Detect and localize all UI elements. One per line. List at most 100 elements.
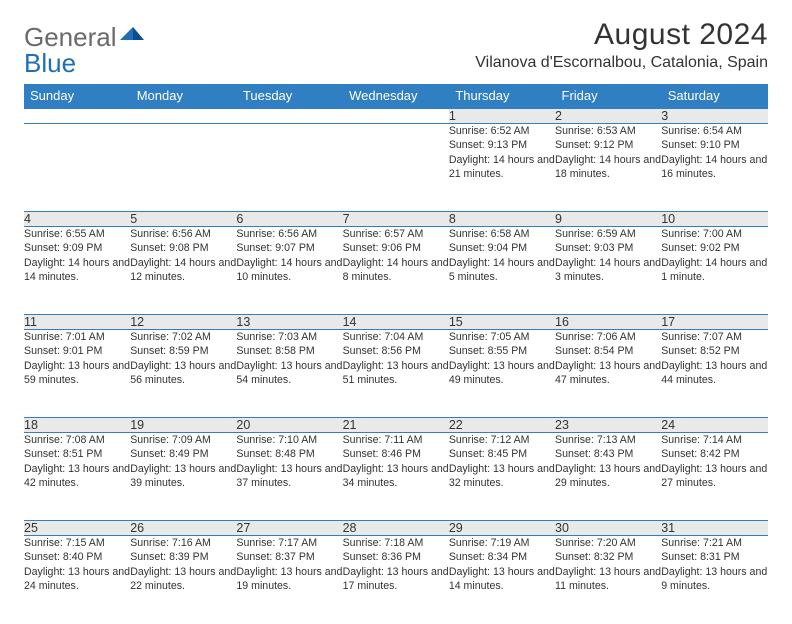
daylight-line: Daylight: 13 hours and 29 minutes. xyxy=(555,463,661,489)
daylight-line: Daylight: 14 hours and 14 minutes. xyxy=(24,257,130,283)
day-content-cell xyxy=(130,124,236,212)
sunset-line: Sunset: 8:42 PM xyxy=(661,448,739,460)
sunset-line: Sunset: 8:31 PM xyxy=(661,551,739,563)
daylight-line: Daylight: 14 hours and 18 minutes. xyxy=(555,154,661,180)
sunrise-line: Sunrise: 6:52 AM xyxy=(449,125,530,137)
day-content-row: Sunrise: 7:15 AM Sunset: 8:40 PM Daylight:… xyxy=(24,536,768,624)
day-number-cell: 24 xyxy=(661,418,767,433)
day-content-cell xyxy=(24,124,130,212)
daylight-line: Daylight: 13 hours and 27 minutes. xyxy=(661,463,767,489)
sunrise-line: Sunrise: 7:17 AM xyxy=(236,537,317,549)
logo-triangle-icon xyxy=(120,24,144,40)
day-number-cell: 6 xyxy=(236,212,342,227)
logo-text-2: Blue xyxy=(24,50,76,76)
daylight-line: Daylight: 13 hours and 56 minutes. xyxy=(130,360,236,386)
sunrise-line: Sunrise: 7:19 AM xyxy=(449,537,530,549)
day-number-cell: 4 xyxy=(24,212,130,227)
day-content-row: Sunrise: 7:01 AM Sunset: 9:01 PM Daylight:… xyxy=(24,330,768,418)
sunrise-line: Sunrise: 6:56 AM xyxy=(130,228,211,240)
sunrise-line: Sunrise: 7:01 AM xyxy=(24,331,105,343)
daylight-line: Daylight: 13 hours and 37 minutes. xyxy=(236,463,342,489)
day-number-row: 123 xyxy=(24,109,768,124)
daylight-line: Daylight: 13 hours and 59 minutes. xyxy=(24,360,130,386)
daylight-line: Daylight: 14 hours and 21 minutes. xyxy=(449,154,555,180)
sunset-line: Sunset: 9:12 PM xyxy=(555,139,633,151)
day-number-cell xyxy=(24,109,130,124)
sunset-line: Sunset: 8:46 PM xyxy=(343,448,421,460)
daylight-line: Daylight: 13 hours and 42 minutes. xyxy=(24,463,130,489)
daylight-line: Daylight: 14 hours and 12 minutes. xyxy=(130,257,236,283)
weekday-header: Tuesday xyxy=(236,84,342,109)
sunrise-line: Sunrise: 6:56 AM xyxy=(236,228,317,240)
header: General Blue August 2024 Vilanova d'Esco… xyxy=(24,18,768,76)
day-content-cell: Sunrise: 7:00 AMSunset: 9:02 PMDaylight:… xyxy=(661,227,767,315)
sunset-line: Sunset: 9:10 PM xyxy=(661,139,739,151)
day-number-cell: 5 xyxy=(130,212,236,227)
day-number-cell: 16 xyxy=(555,315,661,330)
day-content-cell: Sunrise: 6:58 AMSunset: 9:04 PMDaylight:… xyxy=(449,227,555,315)
sunset-line: Sunset: 8:40 PM xyxy=(24,551,102,563)
sunset-line: Sunset: 9:01 PM xyxy=(24,345,102,357)
sunrise-line: Sunrise: 7:15 AM xyxy=(24,537,105,549)
day-number-cell: 7 xyxy=(343,212,449,227)
daylight-line: Daylight: 13 hours and 14 minutes. xyxy=(449,566,555,592)
sunset-line: Sunset: 8:52 PM xyxy=(661,345,739,357)
sunrise-line: Sunrise: 7:10 AM xyxy=(236,434,317,446)
daylight-line: Daylight: 13 hours and 32 minutes. xyxy=(449,463,555,489)
day-number-cell: 11 xyxy=(24,315,130,330)
day-content-cell: Sunrise: 7:04 AMSunset: 8:56 PMDaylight:… xyxy=(343,330,449,418)
title-block: August 2024 Vilanova d'Escornalbou, Cata… xyxy=(475,18,768,72)
daylight-line: Daylight: 13 hours and 54 minutes. xyxy=(236,360,342,386)
daylight-line: Daylight: 14 hours and 10 minutes. xyxy=(236,257,342,283)
sunset-line: Sunset: 8:36 PM xyxy=(343,551,421,563)
day-content-cell: Sunrise: 7:08 AM Sunset: 8:51 PM Daylight:… xyxy=(24,433,130,521)
sunrise-line: Sunrise: 6:55 AM xyxy=(24,228,105,240)
day-content-cell: Sunrise: 7:05 AMSunset: 8:55 PMDaylight:… xyxy=(449,330,555,418)
day-number-row: 45678910 xyxy=(24,212,768,227)
day-number-cell xyxy=(130,109,236,124)
day-content-cell: Sunrise: 7:07 AMSunset: 8:52 PMDaylight:… xyxy=(661,330,767,418)
day-number-cell: 22 xyxy=(449,418,555,433)
weekday-header: Friday xyxy=(555,84,661,109)
sunset-line: Sunset: 8:49 PM xyxy=(130,448,208,460)
day-number-cell: 21 xyxy=(343,418,449,433)
day-content-cell: Sunrise: 6:56 AMSunset: 9:08 PMDaylight:… xyxy=(130,227,236,315)
sunrise-line: Sunrise: 7:05 AM xyxy=(449,331,530,343)
daylight-line: Daylight: 14 hours and 3 minutes. xyxy=(555,257,661,283)
day-content-cell: Sunrise: 7:17 AMSunset: 8:37 PMDaylight:… xyxy=(236,536,342,624)
day-number-cell: 17 xyxy=(661,315,767,330)
day-number-cell: 14 xyxy=(343,315,449,330)
day-number-cell: 12 xyxy=(130,315,236,330)
daylight-line: Daylight: 13 hours and 17 minutes. xyxy=(343,566,449,592)
sunrise-line: Sunrise: 6:54 AM xyxy=(661,125,742,137)
sunrise-line: Sunrise: 7:08 AM xyxy=(24,434,105,446)
day-number-row: 25262728293031 xyxy=(24,521,768,536)
sunrise-line: Sunrise: 7:12 AM xyxy=(449,434,530,446)
sunrise-line: Sunrise: 6:58 AM xyxy=(449,228,530,240)
weekday-header: Monday xyxy=(130,84,236,109)
day-content-cell: Sunrise: 7:15 AM Sunset: 8:40 PM Daylight:… xyxy=(24,536,130,624)
daylight-line: Daylight: 14 hours and 5 minutes. xyxy=(449,257,555,283)
month-title: August 2024 xyxy=(475,18,768,52)
daylight-line: Daylight: 13 hours and 24 minutes. xyxy=(24,566,130,592)
day-content-cell: Sunrise: 7:03 AMSunset: 8:58 PMDaylight:… xyxy=(236,330,342,418)
sunset-line: Sunset: 8:54 PM xyxy=(555,345,633,357)
day-content-cell: Sunrise: 7:10 AMSunset: 8:48 PMDaylight:… xyxy=(236,433,342,521)
weekday-header: Thursday xyxy=(449,84,555,109)
day-content-cell: Sunrise: 7:19 AMSunset: 8:34 PMDaylight:… xyxy=(449,536,555,624)
day-number-cell: 2 xyxy=(555,109,661,124)
sunset-line: Sunset: 9:02 PM xyxy=(661,242,739,254)
day-number-cell: 1 xyxy=(449,109,555,124)
day-content-cell: Sunrise: 7:11 AMSunset: 8:46 PMDaylight:… xyxy=(343,433,449,521)
weekday-header-row: Sunday Monday Tuesday Wednesday Thursday… xyxy=(24,84,768,109)
sunset-line: Sunset: 8:51 PM xyxy=(24,448,102,460)
sunrise-line: Sunrise: 7:13 AM xyxy=(555,434,636,446)
day-content-cell: Sunrise: 6:56 AMSunset: 9:07 PMDaylight:… xyxy=(236,227,342,315)
day-content-cell: Sunrise: 7:06 AMSunset: 8:54 PMDaylight:… xyxy=(555,330,661,418)
day-number-row: 18192021222324 xyxy=(24,418,768,433)
day-content-cell: Sunrise: 7:02 AMSunset: 8:59 PMDaylight:… xyxy=(130,330,236,418)
day-content-cell: Sunrise: 7:09 AMSunset: 8:49 PMDaylight:… xyxy=(130,433,236,521)
sunrise-line: Sunrise: 6:59 AM xyxy=(555,228,636,240)
day-number-cell: 20 xyxy=(236,418,342,433)
day-content-cell: Sunrise: 6:57 AMSunset: 9:06 PMDaylight:… xyxy=(343,227,449,315)
